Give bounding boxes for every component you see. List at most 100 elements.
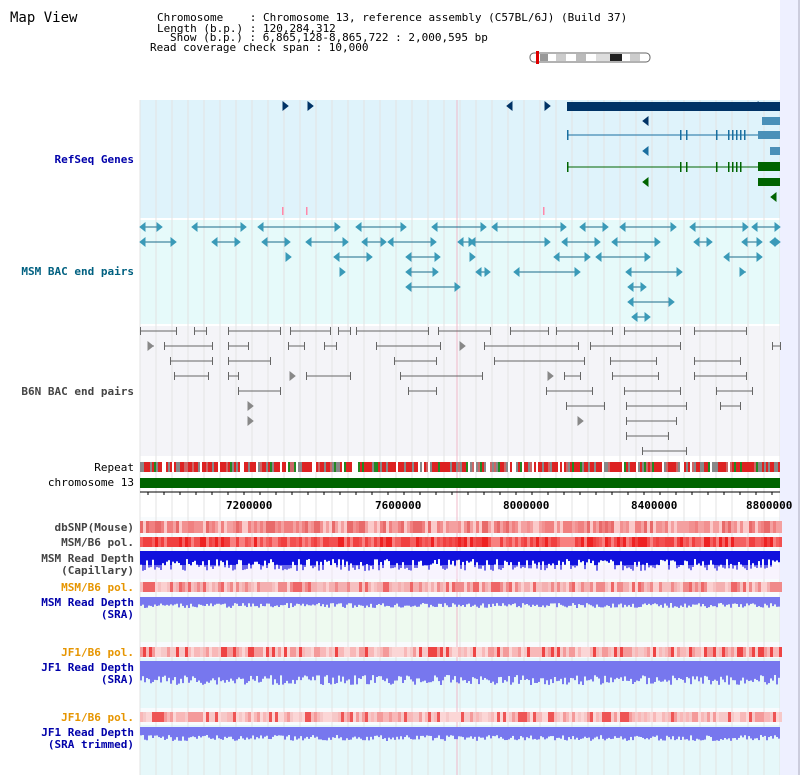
- repeat-segment: [552, 462, 554, 472]
- heat-segment: [518, 521, 521, 533]
- depth-bar: [772, 661, 774, 681]
- label-jf1-b6-pol-2[interactable]: JF1/B6 pol.: [61, 711, 134, 724]
- heat-segment: [206, 521, 209, 533]
- depth-bar: [532, 551, 534, 561]
- heat-segment: [671, 537, 674, 547]
- depth-bar: [526, 727, 528, 738]
- feature-arrow: [770, 191, 777, 203]
- feature-arrow: [432, 266, 439, 278]
- repeat-segment: [364, 462, 366, 472]
- depth-bar: [542, 551, 544, 562]
- depth-bar: [470, 727, 472, 737]
- heat-segment: [464, 537, 467, 547]
- heat-segment: [638, 712, 641, 722]
- depth-bar: [164, 597, 166, 606]
- depth-bar: [196, 727, 198, 739]
- repeat-segment: [250, 462, 252, 472]
- depth-bar: [764, 597, 766, 604]
- label-msm-bac-end-pairs[interactable]: MSM BAC end pairs: [21, 265, 134, 278]
- depth-bar: [142, 551, 144, 571]
- depth-bar: [208, 551, 210, 561]
- depth-bar: [286, 597, 288, 604]
- heat-segment: [191, 582, 194, 592]
- depth-bar: [758, 727, 760, 741]
- depth-bar: [640, 597, 642, 607]
- depth-bar: [418, 597, 420, 607]
- heat-segment: [590, 537, 593, 547]
- heat-segment: [254, 647, 257, 657]
- depth-bar: [214, 597, 216, 605]
- repeat-segment: [488, 462, 490, 472]
- heat-segment: [371, 582, 374, 592]
- depth-bar: [324, 727, 326, 741]
- feature-arrow: [751, 221, 758, 233]
- depth-bar: [164, 727, 166, 740]
- label-msm-read-depth-sra[interactable]: MSM Read Depth: [41, 596, 134, 609]
- heat-segment: [590, 582, 593, 592]
- depth-bar: [556, 727, 558, 738]
- heat-segment: [359, 582, 362, 592]
- heat-segment: [512, 521, 515, 533]
- heat-segment: [497, 537, 500, 547]
- heat-segment: [320, 521, 323, 533]
- repeat-segment: [416, 462, 418, 472]
- repeat-segment: [536, 462, 538, 472]
- depth-bar: [700, 597, 702, 607]
- heat-segment: [692, 712, 695, 722]
- repeat-segment: [424, 462, 426, 472]
- depth-bar: [342, 661, 344, 677]
- label-msm-read-depth-cap[interactable]: MSM Read Depth: [41, 552, 134, 565]
- depth-bar: [522, 551, 524, 567]
- heat-segment: [569, 647, 572, 657]
- depth-bar: [496, 597, 498, 604]
- repeat-segment: [654, 462, 656, 472]
- heat-segment: [242, 521, 245, 533]
- repeat-segment: [704, 462, 706, 472]
- repeat-segment: [610, 462, 612, 472]
- label-msm-b6-pol-2[interactable]: MSM/B6 pol.: [61, 581, 134, 594]
- heat-segment: [251, 647, 254, 657]
- feature-arrow: [191, 221, 198, 233]
- label-jf1-read-depth-sra[interactable]: JF1 Read Depth: [41, 661, 134, 674]
- depth-bar: [470, 661, 472, 684]
- depth-bar: [210, 727, 212, 739]
- heat-segment: [569, 537, 572, 547]
- heat-segment: [338, 537, 341, 547]
- label-jf1-read-depth-trim[interactable]: JF1 Read Depth: [41, 726, 134, 739]
- heat-segment: [308, 712, 311, 722]
- depth-bar: [756, 597, 758, 607]
- repeat-segment: [736, 462, 738, 472]
- depth-bar: [694, 551, 696, 560]
- label-jf1-b6-pol-1[interactable]: JF1/B6 pol.: [61, 646, 134, 659]
- feature-arrow: [774, 236, 781, 248]
- label-b6n-bac-end-pairs[interactable]: B6N BAC end pairs: [21, 385, 134, 398]
- depth-bar: [160, 551, 162, 570]
- depth-bar: [530, 551, 532, 569]
- heat-segment: [485, 521, 488, 533]
- heat-segment: [440, 582, 443, 592]
- heat-segment: [233, 537, 236, 547]
- depth-bar: [302, 597, 304, 604]
- heat-segment: [401, 537, 404, 547]
- label-refseq-genes[interactable]: RefSeq Genes: [54, 153, 134, 166]
- heat-segment: [737, 582, 740, 592]
- depth-bar: [184, 727, 186, 741]
- heat-segment: [359, 712, 362, 722]
- repeat-segment: [378, 462, 380, 472]
- heat-segment: [599, 521, 602, 533]
- heat-segment: [254, 582, 257, 592]
- b6n-end: [624, 387, 625, 395]
- label-dbsnp[interactable]: dbSNP(Mouse): [54, 521, 134, 534]
- depth-bar: [504, 661, 506, 681]
- depth-bar: [654, 661, 656, 682]
- b6n-end: [356, 327, 357, 335]
- heat-segment: [698, 582, 701, 592]
- heat-segment: [620, 521, 623, 533]
- depth-bar: [710, 597, 712, 606]
- refseq-exon: [567, 162, 569, 172]
- depth-bar: [692, 727, 694, 741]
- heat-segment: [146, 537, 149, 547]
- label-msm-b6-pol-1[interactable]: MSM/B6 pol.: [61, 536, 134, 549]
- heat-segment: [332, 537, 335, 547]
